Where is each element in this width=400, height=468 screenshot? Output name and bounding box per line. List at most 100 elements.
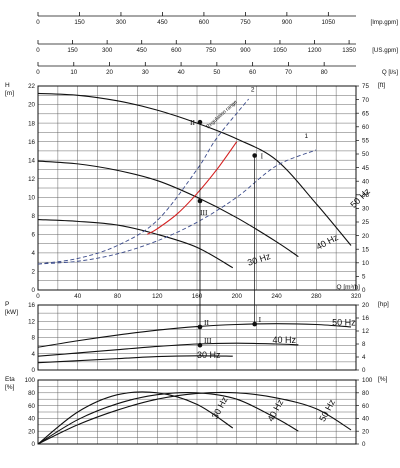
- curve-label: 50 Hz: [332, 318, 356, 328]
- y-tick-label: 80: [28, 390, 35, 397]
- y-tick-label: 12: [28, 176, 35, 183]
- y-axis-unit: [m]: [5, 90, 14, 97]
- y-tick-label: 0: [32, 287, 36, 294]
- curve-40-hz: [37, 160, 299, 258]
- curve-label: 30 Hz: [210, 395, 230, 421]
- regulation-range-label: Regulation range: [205, 99, 238, 130]
- y-tick-label: 100: [25, 377, 36, 384]
- y2-tick-label: 65: [362, 110, 369, 117]
- y-tick-label: 12: [28, 318, 35, 325]
- top-axis-tick-label: 300: [102, 47, 113, 54]
- curve-label: 30 Hz: [246, 251, 272, 268]
- top-axis-tick-label: 150: [74, 19, 85, 26]
- y2-tick-label: 55: [362, 138, 369, 145]
- y-axis-label: P: [5, 301, 9, 308]
- y2-tick-label: 8: [362, 341, 366, 348]
- y2-axis-unit: [ft]: [378, 82, 385, 89]
- y-tick-label: 2: [32, 269, 36, 276]
- top-axis-tick-label: 750: [206, 47, 217, 54]
- y2-tick-label: 16: [362, 315, 369, 322]
- curve-30-hz: [37, 391, 234, 445]
- x-axis-label: Q [m³/h]: [337, 284, 361, 291]
- y2-tick-label: 60: [362, 403, 369, 410]
- y2-tick-label: 0: [362, 441, 366, 448]
- curve-40-hz: [37, 342, 299, 357]
- top-axis-tick-label: 450: [137, 47, 148, 54]
- top-axis-tick-label: 600: [199, 19, 210, 26]
- top-axis-unit: [Imp.gpm]: [370, 19, 398, 26]
- y-tick-label: 4: [32, 351, 36, 358]
- top-axis-tick-label: 40: [178, 69, 185, 76]
- y-tick-label: 20: [28, 102, 35, 109]
- y2-tick-label: 30: [362, 206, 369, 213]
- curve-label: 30 Hz: [197, 350, 221, 360]
- curve-label: 1: [305, 133, 309, 140]
- operating-point-label: II: [190, 118, 195, 127]
- top-axis-tick-label: 10: [70, 69, 77, 76]
- top-axis-unit: [US.gpm]: [372, 47, 398, 54]
- y-tick-label: 10: [28, 194, 35, 201]
- curve-30-hz: [37, 355, 233, 364]
- y2-tick-label: 60: [362, 124, 369, 131]
- top-axis-tick-label: 60: [249, 69, 256, 76]
- y-axis-unit: [%]: [5, 384, 15, 391]
- y2-tick-label: 15: [362, 246, 369, 253]
- y2-axis-unit: [%]: [378, 376, 388, 383]
- plot-frame: [37, 85, 357, 291]
- x-tick-label: 40: [74, 293, 81, 300]
- system-curve-2: [37, 98, 250, 265]
- y2-tick-label: 75: [362, 83, 369, 90]
- top-axis-tick-label: 300: [116, 19, 127, 26]
- x-tick-label: 240: [271, 293, 282, 300]
- top-axis-tick-label: 450: [157, 19, 168, 26]
- y2-tick-label: 45: [362, 165, 369, 172]
- y-axis-label: H: [5, 82, 10, 89]
- top-axis-tick-label: 0: [36, 19, 40, 26]
- x-tick-label: 80: [114, 293, 121, 300]
- y-tick-label: 16: [28, 139, 35, 146]
- x-tick-label: 200: [232, 293, 243, 300]
- top-axis-tick-label: 1050: [273, 47, 287, 54]
- y-tick-label: 6: [32, 232, 36, 239]
- top-axis-tick-label: 50: [213, 69, 220, 76]
- curve-50-hz: [37, 323, 352, 348]
- y2-tick-label: 20: [362, 302, 369, 309]
- y2-tick-label: 20: [362, 428, 369, 435]
- y-tick-label: 4: [32, 250, 36, 257]
- operating-point-label: II: [204, 318, 209, 327]
- top-axis-tick-label: 0: [36, 47, 40, 54]
- top-axis-tick-label: 900: [282, 19, 293, 26]
- y2-tick-label: 25: [362, 219, 369, 226]
- curve-50-hz: [37, 391, 352, 445]
- y2-tick-label: 10: [362, 260, 369, 267]
- y-tick-label: 20: [28, 428, 35, 435]
- top-axis-tick-label: 20: [106, 69, 113, 76]
- x-tick-label: 0: [36, 293, 40, 300]
- y2-tick-label: 20: [362, 233, 369, 240]
- y-tick-label: 40: [28, 416, 35, 423]
- y2-tick-label: 40: [362, 416, 369, 423]
- regulation-curve: [147, 141, 238, 235]
- y-tick-label: 14: [28, 157, 35, 164]
- top-axis-tick-label: 900: [240, 47, 251, 54]
- x-tick-label: 280: [311, 293, 322, 300]
- y-axis-unit: [kW]: [5, 309, 18, 316]
- top-axis-tick-label: 80: [321, 69, 328, 76]
- top-axis-tick-label: 750: [240, 19, 251, 26]
- curve-label: 40 Hz: [265, 397, 285, 423]
- top-axis-tick-label: 30: [142, 69, 149, 76]
- y2-tick-label: 40: [362, 178, 369, 185]
- top-axis-tick-label: 1200: [308, 47, 322, 54]
- plot-frame: [37, 379, 357, 445]
- y2-tick-label: 0: [362, 367, 366, 374]
- y2-tick-label: 50: [362, 151, 369, 158]
- top-axis-tick-label: 70: [285, 69, 292, 76]
- system-curve-1: [37, 149, 317, 265]
- x-tick-label: 160: [192, 293, 203, 300]
- curve-label: 40 Hz: [273, 335, 297, 345]
- y2-tick-label: 70: [362, 97, 369, 104]
- y2-tick-label: 0: [362, 287, 366, 294]
- top-axis-tick-label: 1350: [342, 47, 356, 54]
- curve-label: 2: [251, 87, 255, 94]
- y-tick-label: 18: [28, 120, 35, 127]
